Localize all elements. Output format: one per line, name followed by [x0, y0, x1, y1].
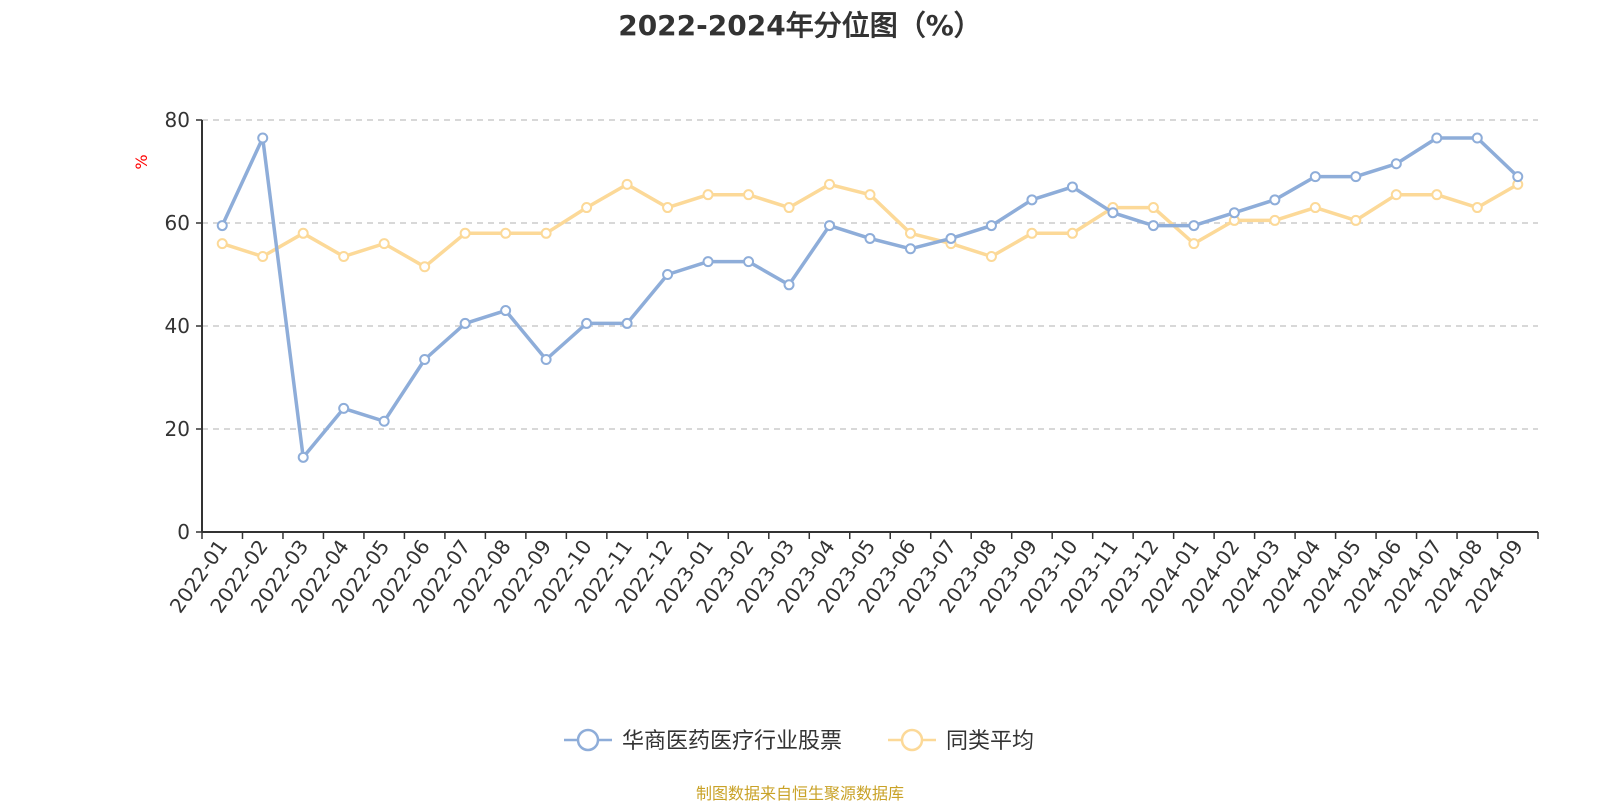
data-point: [1026, 194, 1038, 206]
data-point: [824, 178, 836, 190]
data-point: [297, 227, 309, 239]
data-point: [1431, 132, 1443, 144]
series-fund: [216, 132, 1524, 463]
data-point: [257, 250, 269, 262]
data-point: [864, 189, 876, 201]
data-point: [540, 227, 552, 239]
y-tick-label: 20: [165, 417, 190, 441]
data-point: [338, 402, 350, 414]
data-point: [1309, 202, 1321, 214]
data-point: [743, 256, 755, 268]
data-point: [216, 238, 228, 250]
data-point: [1188, 238, 1200, 250]
data-point: [1350, 214, 1362, 226]
data-point: [945, 232, 957, 244]
data-point: [904, 227, 916, 239]
data-point: [1147, 220, 1159, 232]
y-tick-label: 80: [165, 108, 190, 132]
source-note: 制图数据来自恒生聚源数据库: [695, 784, 904, 803]
legend-item-peer-average[interactable]: 同类平均: [888, 728, 1034, 754]
data-point: [743, 189, 755, 201]
legend-marker-icon: [576, 728, 600, 752]
axes: 0204060802022-012022-022022-032022-04202…: [165, 108, 1539, 617]
data-point: [1390, 189, 1402, 201]
y-tick-label: 60: [165, 211, 190, 235]
data-point: [702, 256, 714, 268]
data-point: [662, 269, 674, 280]
data-point: [1350, 171, 1362, 183]
y-tick-label: 0: [177, 520, 190, 544]
data-point: [1026, 227, 1038, 239]
legend-item-fund[interactable]: 华商医药医疗行业股票: [564, 728, 842, 754]
data-point: [459, 317, 471, 329]
data-point: [985, 220, 997, 232]
y-axis-unit-label: %: [132, 154, 151, 169]
data-point: [581, 202, 593, 214]
data-point: [783, 279, 795, 291]
data-point: [864, 232, 876, 244]
data-point: [581, 317, 593, 329]
data-point: [621, 178, 633, 190]
data-point: [1431, 189, 1443, 201]
data-point: [1188, 220, 1200, 232]
data-point: [500, 227, 512, 239]
series-peer-average: [216, 178, 1524, 273]
y-tick-label: 40: [165, 314, 190, 338]
data-point: [1269, 194, 1281, 206]
data-point: [378, 415, 390, 427]
data-point: [216, 220, 228, 232]
data-point: [500, 305, 512, 317]
series-lines: [216, 132, 1524, 463]
data-point: [662, 202, 674, 214]
data-point: [621, 317, 633, 329]
data-point: [1390, 158, 1402, 170]
data-point: [459, 227, 471, 239]
legend-label: 同类平均: [946, 729, 1034, 754]
legend-label: 华商医药医疗行业股票: [622, 729, 842, 754]
data-point: [1147, 202, 1159, 214]
data-point: [985, 250, 997, 262]
data-point: [824, 220, 836, 232]
data-point: [338, 250, 350, 262]
data-point: [1066, 181, 1078, 193]
data-point: [1471, 132, 1483, 144]
data-point: [540, 353, 552, 365]
data-point: [419, 261, 431, 273]
data-point: [297, 451, 309, 463]
data-point: [1309, 171, 1321, 183]
data-point: [257, 132, 269, 144]
data-point: [1066, 227, 1078, 239]
grid-lines: [202, 119, 1538, 430]
data-point: [1269, 214, 1281, 226]
data-point: [1512, 171, 1524, 183]
data-point: [783, 202, 795, 214]
data-point: [1228, 207, 1240, 219]
data-point: [904, 243, 916, 255]
data-point: [1471, 202, 1483, 214]
legend-marker-icon: [900, 728, 924, 752]
chart-title: 2022-2024年分位图（%）: [618, 9, 982, 42]
data-point: [1107, 207, 1119, 219]
series-line: [220, 136, 1520, 460]
data-point: [702, 189, 714, 201]
data-point: [419, 353, 431, 365]
legend[interactable]: 华商医药医疗行业股票 同类平均: [564, 728, 1034, 754]
data-point: [378, 238, 390, 250]
